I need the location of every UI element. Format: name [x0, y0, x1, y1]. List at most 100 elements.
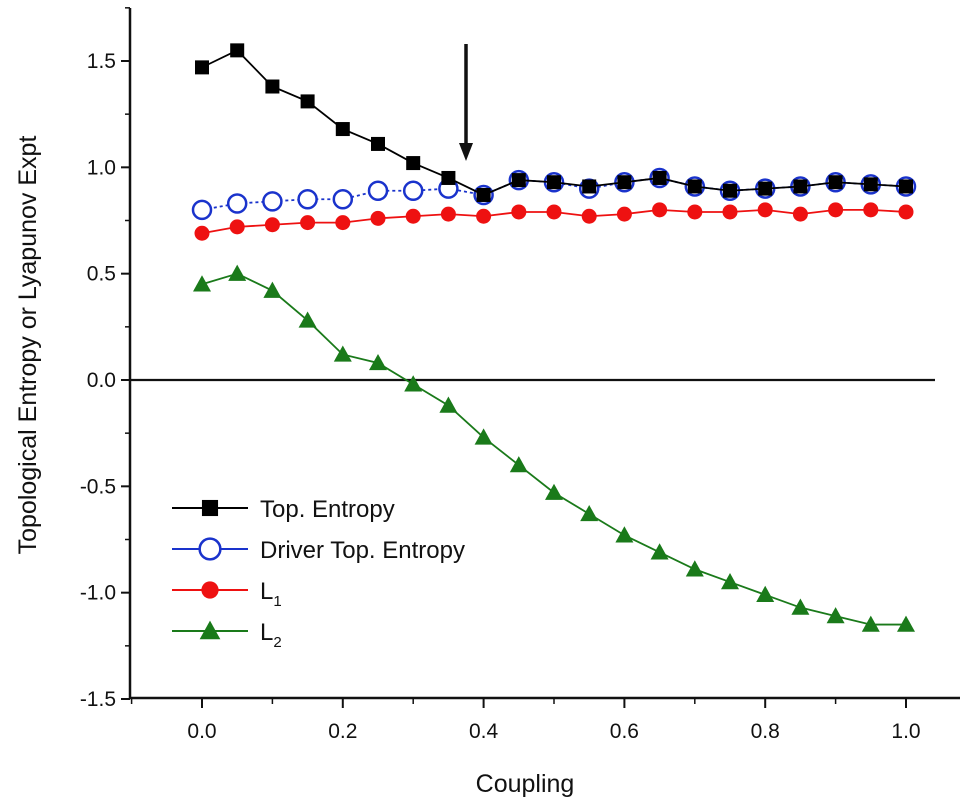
data-point [687, 179, 702, 194]
data-point [333, 345, 352, 362]
data-point [439, 396, 458, 413]
data-point [582, 179, 597, 194]
y-axis-title: Topological Entropy or Lyapunov Expt [14, 136, 42, 555]
y-tick-label: -0.5 [80, 475, 116, 498]
data-point [793, 179, 808, 194]
series-3 [193, 264, 915, 632]
data-point [265, 79, 280, 94]
legend-marker [201, 581, 219, 599]
legend-entry: L2 [172, 619, 282, 651]
data-point [899, 179, 913, 194]
y-tick-label: 1.5 [87, 50, 116, 73]
data-point [264, 217, 280, 233]
legend-label-text: Driver Top. Entropy [260, 537, 465, 564]
data-point [652, 202, 668, 218]
legend-marker [201, 499, 219, 517]
data-point [229, 219, 245, 235]
x-tick-label: 1.0 [891, 720, 920, 743]
legend-label-subscript: 1 [273, 593, 281, 610]
x-tick-label: 0.6 [610, 720, 639, 743]
legend-label: L2 [260, 619, 282, 651]
legend-label: Driver Top. Entropy [260, 537, 465, 564]
series-2 [194, 202, 914, 241]
data-point [474, 428, 493, 445]
ticks: -1.5 -1.0 -0.5 0.0 0.5 1.0 1.5 0.0 0.2 0.4 0.6 0.8 1… [80, 7, 921, 743]
legend-entry: Driver Top. Entropy [172, 537, 465, 564]
data-point [440, 206, 456, 222]
series-layer [191, 43, 917, 632]
data-point [580, 504, 599, 522]
annotation-layer [459, 43, 473, 161]
data-point [300, 94, 315, 109]
data-point [195, 60, 209, 75]
data-point [371, 136, 385, 151]
data-point [406, 156, 421, 171]
data-point [722, 204, 738, 220]
data-point [615, 526, 634, 543]
data-point [792, 206, 808, 222]
legend-label: L1 [260, 578, 282, 610]
data-point [687, 204, 703, 220]
data-point [297, 188, 318, 210]
data-point [476, 208, 492, 224]
data-point [228, 264, 247, 281]
series-0 [195, 43, 913, 202]
data-point [546, 204, 562, 220]
data-point [652, 170, 667, 185]
y-tick-label: 0.5 [87, 263, 116, 286]
data-point [332, 188, 354, 210]
y-tick-label: -1.5 [80, 688, 116, 711]
data-point [863, 177, 878, 192]
data-point [757, 202, 773, 218]
legend-entry: L1 [172, 578, 282, 610]
data-point [441, 170, 456, 185]
data-point [616, 206, 632, 222]
data-point [826, 607, 845, 624]
legend-marker [199, 620, 221, 640]
data-point [476, 187, 491, 202]
y-tick-label: 0.0 [87, 369, 116, 392]
x-tick-label: 0.4 [469, 720, 499, 743]
data-point [402, 180, 424, 201]
data-point [758, 181, 773, 196]
data-point [828, 175, 843, 190]
data-point [828, 202, 844, 218]
data-point [335, 122, 350, 137]
data-point [863, 202, 879, 218]
legend: Top. Entropy Driver Top. Entropy L1 L2 [172, 496, 465, 651]
data-point [545, 483, 563, 500]
data-point [194, 225, 210, 241]
legend-marker [198, 537, 222, 561]
data-point [547, 175, 561, 190]
data-point [298, 311, 317, 328]
legend-entry: Top. Entropy [172, 496, 395, 523]
data-point [226, 193, 248, 214]
data-point [369, 353, 387, 371]
data-point [405, 208, 421, 224]
arrow-head [459, 142, 473, 161]
x-tick-label: 0.0 [187, 720, 216, 743]
data-point [300, 215, 316, 231]
data-point [791, 598, 810, 615]
data-point [263, 281, 282, 298]
legend-label-text: Top. Entropy [260, 496, 395, 523]
data-point [756, 585, 775, 602]
data-point [230, 43, 245, 58]
data-point [685, 560, 704, 577]
data-point [262, 191, 283, 212]
legend-label-text: L [260, 619, 273, 646]
data-point [617, 175, 632, 190]
legend-label-text: L [260, 578, 273, 605]
data-point [581, 208, 597, 224]
data-point [898, 204, 914, 220]
data-point [191, 199, 213, 221]
data-point [897, 615, 915, 632]
data-point [723, 183, 737, 198]
data-point [367, 180, 389, 201]
axes [128, 8, 960, 700]
data-point [861, 615, 880, 632]
data-point [370, 210, 386, 226]
data-point [335, 215, 351, 231]
data-point [511, 204, 527, 220]
